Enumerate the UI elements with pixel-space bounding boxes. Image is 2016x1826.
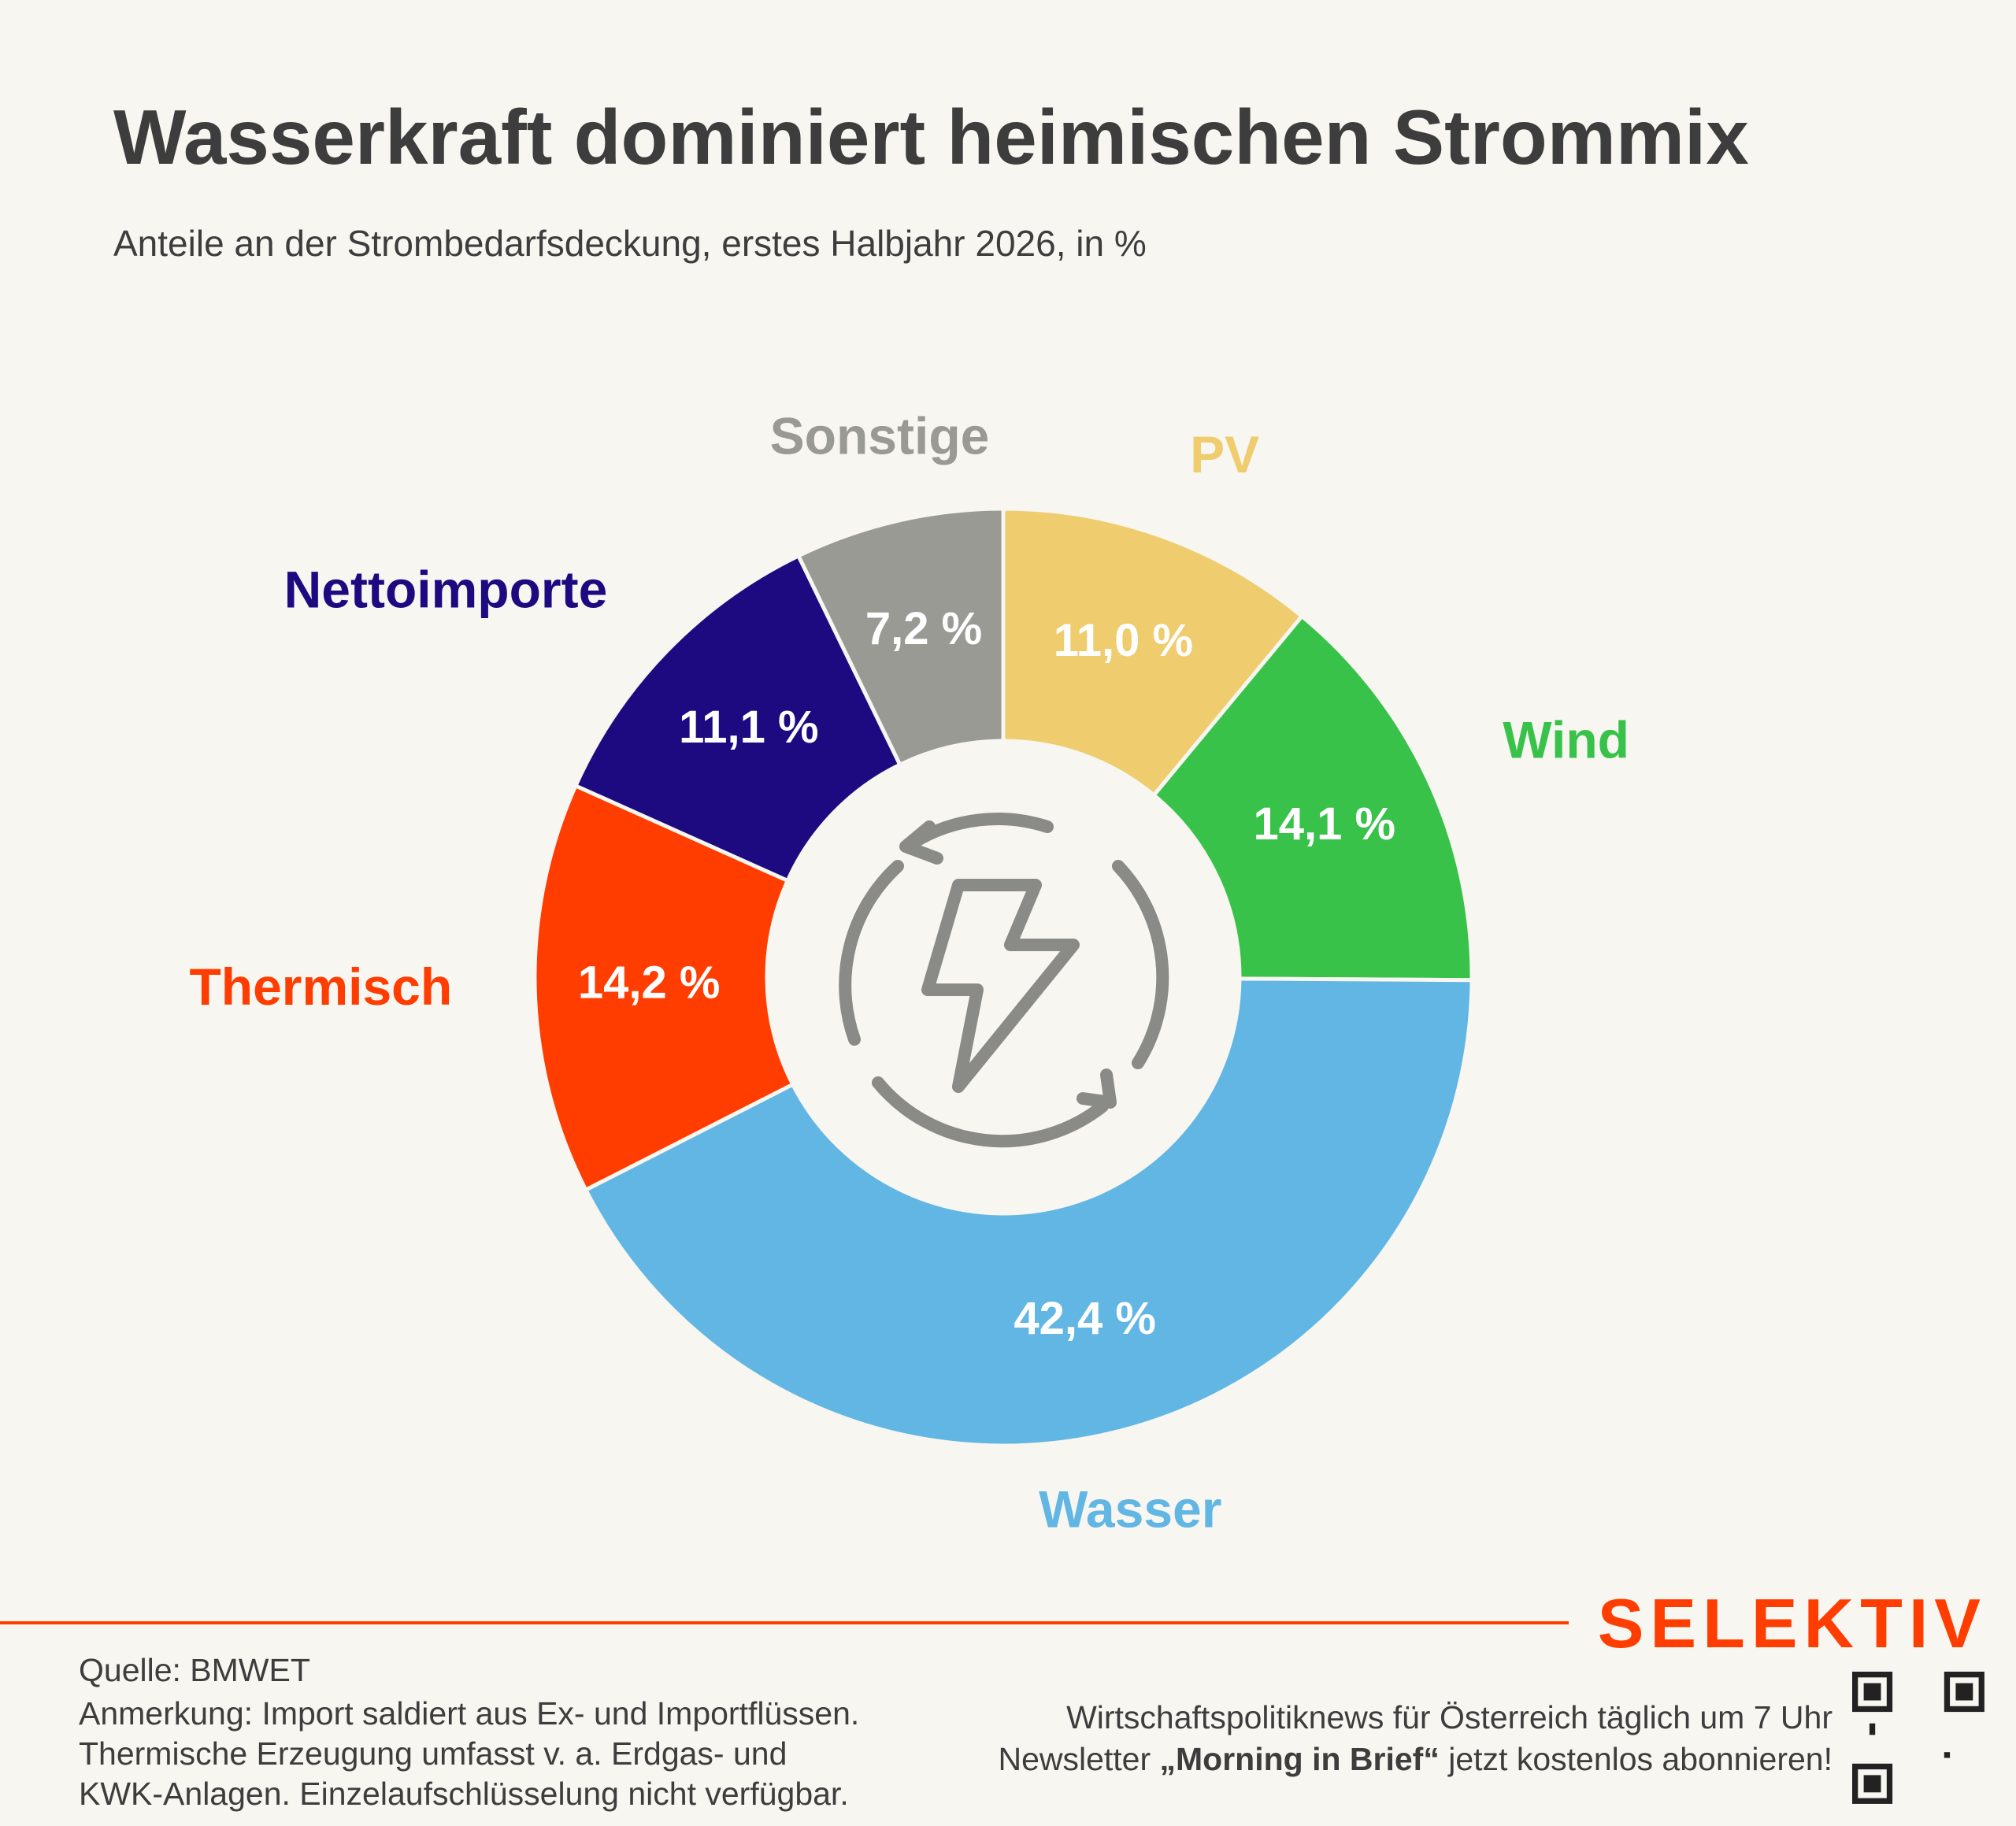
note: Anmerkung: Import saldiert aus Ex- und I…: [79, 1695, 859, 1732]
qr-finder: [1863, 1775, 1881, 1793]
category-label: Wind: [1503, 710, 1629, 769]
qr-module: [1944, 1752, 1951, 1758]
newsletter-text: Newsletter: [998, 1741, 1159, 1777]
donut: 11,0 % PV 14,1 % Wind 42,4 % Wasser 14,2 % Ther…: [189, 406, 1629, 1538]
icon-arrowhead: [1077, 1069, 1117, 1109]
value-label: 42,4 %: [1014, 1293, 1156, 1344]
category-label: PV: [1190, 425, 1259, 483]
chart-subtitle: Anteile an der Strombedarfsdeckung, erst…: [113, 223, 1147, 264]
icon-arc: [839, 860, 904, 1046]
value-label: 11,1 %: [679, 702, 818, 753]
category-label: Thermisch: [189, 957, 452, 1016]
slice: [1001, 506, 1305, 798]
qr-module: [1869, 1729, 1876, 1735]
slice: [532, 783, 796, 1193]
value-label: 7,2 %: [865, 603, 982, 654]
slice: [795, 506, 1006, 768]
category-label: Wasser: [1039, 1480, 1221, 1539]
newsletter: Newsletter „Morning in Brief“ jetzt kost…: [998, 1741, 1833, 1777]
value-label: 11,0 %: [1054, 615, 1193, 666]
slice: [1151, 613, 1474, 983]
qr-module: [1869, 1723, 1876, 1729]
category-label: Sonstige: [770, 406, 990, 465]
qr-code: [1852, 1672, 1984, 1804]
icon-arc: [872, 1076, 1109, 1148]
note: KWK-Anlagen. Einzelaufschlüsselung nicht…: [79, 1776, 849, 1812]
newsletter-text: jetzt kostenlos abonnieren!: [1440, 1741, 1833, 1777]
value-label: 14,1 %: [1253, 798, 1395, 850]
icon-arrowhead: [899, 820, 943, 865]
slice: [573, 553, 903, 883]
qr-finder: [1863, 1683, 1881, 1701]
note: Thermische Erzeugung umfasst v. a. Erdga…: [79, 1735, 787, 1772]
qr-finder: [1955, 1683, 1973, 1701]
value-label: 14,2 %: [578, 957, 721, 1009]
promo: Wirtschaftspolitiknews für Österreich tä…: [1066, 1699, 1833, 1735]
power-icon: [839, 813, 1169, 1148]
chart-title: Wasserkraft dominiert heimischen Strommi…: [113, 94, 1749, 180]
icon-arc: [1112, 860, 1169, 1069]
source: Quelle: BMWET: [79, 1652, 310, 1688]
icon-bolt: [921, 879, 1080, 1093]
slice: [583, 976, 1474, 1448]
newsletter-name: „Morning in Brief“: [1160, 1741, 1440, 1777]
brand: SELEKTIV: [1598, 1584, 1987, 1662]
category-label: Nettoimporte: [284, 560, 608, 618]
